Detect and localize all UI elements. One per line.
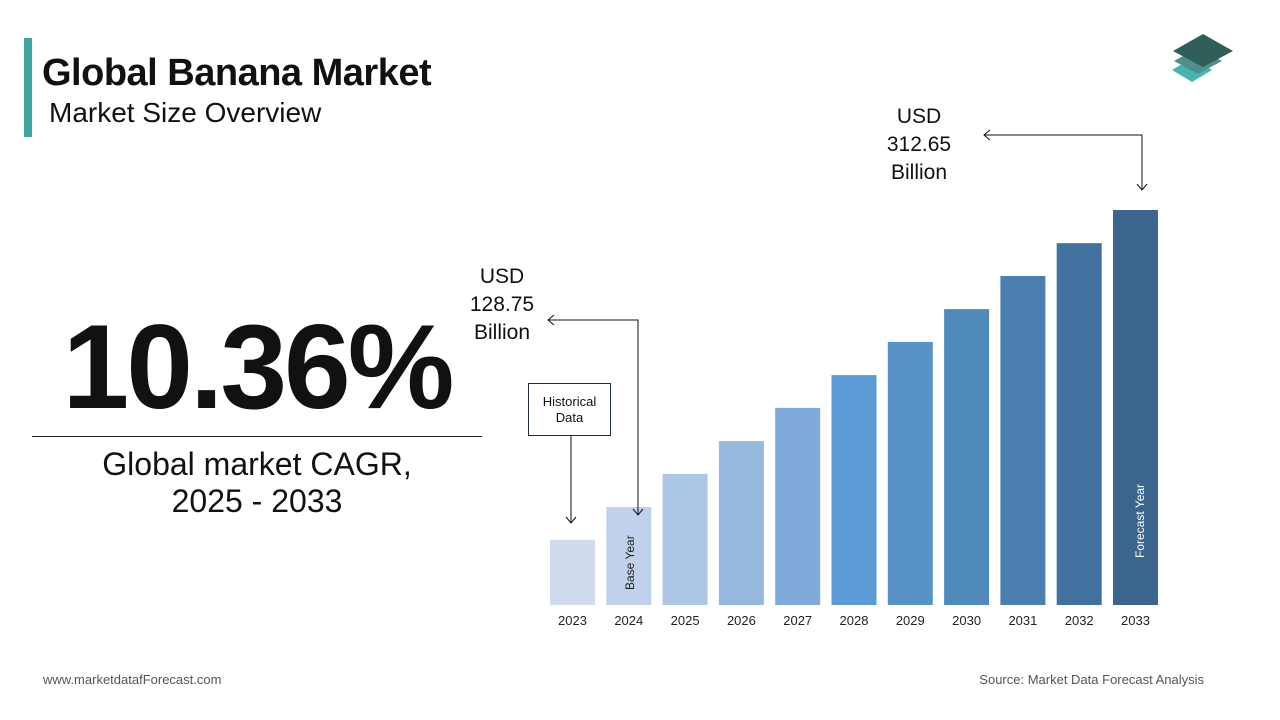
historical-line1: Historical xyxy=(542,394,597,409)
bar-2024 xyxy=(606,507,652,605)
x-tick-label-2033: 2033 xyxy=(1121,613,1150,628)
forecast-year-label: Forecast Year xyxy=(1133,483,1147,558)
base-annotation-line3: Billion xyxy=(473,321,531,344)
bar-2031 xyxy=(1000,275,1046,605)
bar-2026 xyxy=(718,441,764,605)
historical-data-box: Historical Data xyxy=(528,383,611,436)
forecast-value-annotation: USD 312.65 Billion xyxy=(869,103,969,187)
bar-2023 xyxy=(550,539,595,605)
cagr-value: 10.36% xyxy=(62,300,455,434)
bar-2028 xyxy=(831,375,877,605)
x-tick-label-2029: 2029 xyxy=(896,613,925,628)
source-note: Source: Market Data Forecast Analysis xyxy=(979,672,1204,687)
forecast-annotation-line3: Billion xyxy=(890,161,948,184)
page-title: Global Banana Market xyxy=(42,52,432,94)
cagr-label-line2: 2025 - 2033 xyxy=(171,483,343,519)
x-tick-label-2027: 2027 xyxy=(783,613,812,628)
x-tick-label-2024: 2024 xyxy=(614,613,643,628)
arrow-base-year xyxy=(547,314,644,516)
x-tick-label-2032: 2032 xyxy=(1065,613,1094,628)
website-link[interactable]: www.marketdatafForecast.com xyxy=(43,672,222,687)
bar-2029 xyxy=(887,341,933,605)
arrow-forecast-year xyxy=(983,129,1148,191)
historical-line2: Data xyxy=(555,410,584,425)
x-tick-label-2023: 2023 xyxy=(558,613,587,628)
arrow-historical xyxy=(565,436,577,524)
forecast-annotation-line1: USD xyxy=(896,105,942,128)
page-subtitle: Market Size Overview xyxy=(49,97,322,128)
x-tick-label-2030: 2030 xyxy=(952,613,981,628)
bar-2033 xyxy=(1113,210,1158,605)
cagr-label-line1: Global market CAGR, xyxy=(102,446,412,482)
base-value-annotation: USD 128.75 Billion xyxy=(452,263,552,347)
base-annotation-line1: USD xyxy=(479,265,525,288)
x-tick-label-2031: 2031 xyxy=(1008,613,1037,628)
logo-layers-icon xyxy=(1172,34,1233,82)
bar-2032 xyxy=(1056,243,1102,605)
divider xyxy=(32,436,482,437)
base-annotation-line2: 128.75 xyxy=(469,293,535,316)
bar-2030 xyxy=(944,309,990,605)
title-accent-bar xyxy=(24,38,32,137)
base-year-label: Base Year xyxy=(623,535,637,590)
bar-2027 xyxy=(775,407,821,605)
forecast-annotation-line2: 312.65 xyxy=(886,133,952,156)
x-tick-label-2026: 2026 xyxy=(727,613,756,628)
cagr-label: Global market CAGR, 2025 - 2033 xyxy=(32,446,482,520)
bar-2025 xyxy=(662,473,708,605)
x-tick-label-2025: 2025 xyxy=(671,613,700,628)
x-tick-label-2028: 2028 xyxy=(840,613,869,628)
